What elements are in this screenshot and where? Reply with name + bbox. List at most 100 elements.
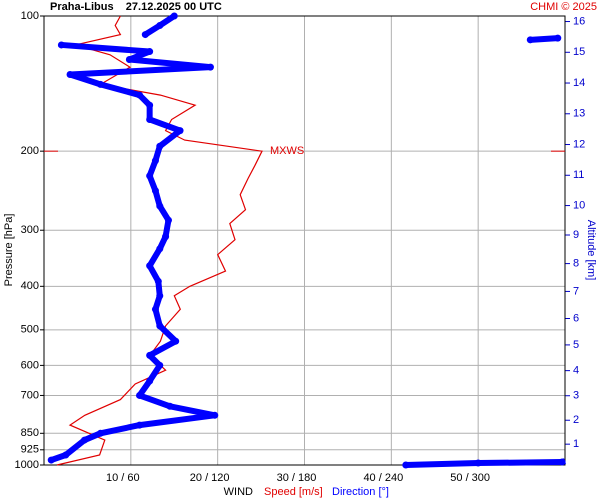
x-tick-label: 50 / 300 xyxy=(450,472,490,484)
direction-dot xyxy=(172,337,180,345)
direction-dot xyxy=(57,41,65,49)
direction-dot xyxy=(176,127,184,135)
direction-dot xyxy=(156,292,164,300)
direction-dot xyxy=(146,351,154,359)
direction-dot xyxy=(162,233,170,241)
y2-axis-label: Altitude [km] xyxy=(585,220,597,281)
y2-tick-label: 14 xyxy=(573,77,585,89)
direction-link xyxy=(402,460,482,468)
y-tick-label: 600 xyxy=(21,359,39,371)
y-tick-label: 850 xyxy=(21,427,39,439)
direction-dot xyxy=(81,436,89,444)
direction-link xyxy=(146,338,179,359)
direction-dot xyxy=(146,172,154,180)
direction-dot xyxy=(96,80,104,88)
direction-dot xyxy=(156,22,164,30)
x-tick-label: 40 / 240 xyxy=(363,472,403,484)
direction-link xyxy=(156,322,179,345)
direction-dot xyxy=(66,71,74,79)
direction-dot xyxy=(156,361,164,369)
y2-tick-label: 5 xyxy=(573,339,579,351)
y2-tick-label: 1 xyxy=(573,438,579,450)
direction-link xyxy=(527,35,561,43)
direction-dot xyxy=(47,456,55,464)
direction-link xyxy=(126,56,214,71)
direction-dot xyxy=(151,305,159,313)
direction-link xyxy=(67,64,214,78)
direction-dot xyxy=(151,187,159,195)
y2-tick-label: 2 xyxy=(573,414,579,426)
y2-tick-label: 13 xyxy=(573,108,585,120)
direction-link xyxy=(136,392,173,410)
y2-tick-label: 15 xyxy=(573,46,585,58)
x-tick-label: 20 / 120 xyxy=(190,472,230,484)
direction-dot xyxy=(62,451,70,459)
direction-dot xyxy=(156,202,164,210)
direction-dot xyxy=(146,115,154,123)
direction-dot xyxy=(206,63,214,71)
y-tick-label: 500 xyxy=(21,324,39,336)
y-tick-label: 400 xyxy=(21,280,39,292)
y2-tick-label: 10 xyxy=(573,199,585,211)
annotation: MXWS xyxy=(270,145,304,157)
y-axis-label: Pressure [hPa] xyxy=(3,214,15,287)
direction-dot xyxy=(164,216,172,224)
y-tick-label: 200 xyxy=(21,145,39,157)
direction-dot xyxy=(146,377,154,385)
y2-tick-label: 12 xyxy=(573,138,585,150)
y2-tick-label: 9 xyxy=(573,229,579,241)
x-tick-label: 10 / 60 xyxy=(106,472,140,484)
direction-link xyxy=(166,403,218,419)
direction-link xyxy=(475,459,566,467)
x-tick-label: 30 / 180 xyxy=(277,472,317,484)
y2-tick-label: 8 xyxy=(573,257,579,269)
y2-tick-label: 3 xyxy=(573,390,579,402)
direction-dot xyxy=(211,411,219,419)
direction-dot xyxy=(554,34,562,42)
direction-link xyxy=(156,127,184,150)
direction-dot xyxy=(146,101,154,109)
direction-dot xyxy=(166,402,174,410)
y2-tick-label: 16 xyxy=(573,15,585,27)
direction-link xyxy=(97,422,143,437)
direction-dot xyxy=(151,157,159,165)
y-tick-label: 100 xyxy=(21,10,39,22)
direction-dot xyxy=(136,391,144,399)
y2-tick-label: 7 xyxy=(573,285,579,297)
direction-dot xyxy=(136,91,144,99)
y2-tick-label: 11 xyxy=(573,169,584,181)
direction-dot xyxy=(558,458,566,466)
direction-dot xyxy=(146,48,154,56)
direction-dot xyxy=(136,421,144,429)
legend-entry: Direction [°] xyxy=(332,486,389,498)
speed-line xyxy=(56,15,263,466)
direction-dot xyxy=(125,56,133,64)
direction-dot xyxy=(146,262,154,270)
direction-dot xyxy=(402,461,410,469)
direction-dot xyxy=(526,36,534,44)
direction-link xyxy=(58,41,153,55)
direction-dot xyxy=(474,459,482,467)
y2-tick-label: 6 xyxy=(573,312,579,324)
y2-tick-label: 4 xyxy=(573,365,579,377)
y-tick-label: 925 xyxy=(21,444,39,456)
legend-entry: Speed [m/s] xyxy=(264,486,323,498)
y-tick-label: 700 xyxy=(21,389,39,401)
direction-link xyxy=(97,81,143,99)
chart-title: Praha-Libus 27.12.2025 00 UTC xyxy=(50,1,222,13)
direction-link xyxy=(136,412,218,429)
credit: CHMI © 2025 xyxy=(530,1,597,13)
direction-dot xyxy=(170,12,178,20)
direction-dot xyxy=(156,322,164,330)
direction-dot xyxy=(156,142,164,150)
direction-link xyxy=(146,116,184,134)
direction-dot xyxy=(96,429,104,437)
y-tick-label: 1000 xyxy=(15,459,39,471)
y-tick-label: 300 xyxy=(21,224,39,236)
plot-frame xyxy=(43,15,566,466)
direction-dot xyxy=(156,245,164,253)
direction-dot xyxy=(154,277,162,285)
x-axis-label: WIND xyxy=(224,486,253,498)
direction-dot xyxy=(141,31,149,39)
